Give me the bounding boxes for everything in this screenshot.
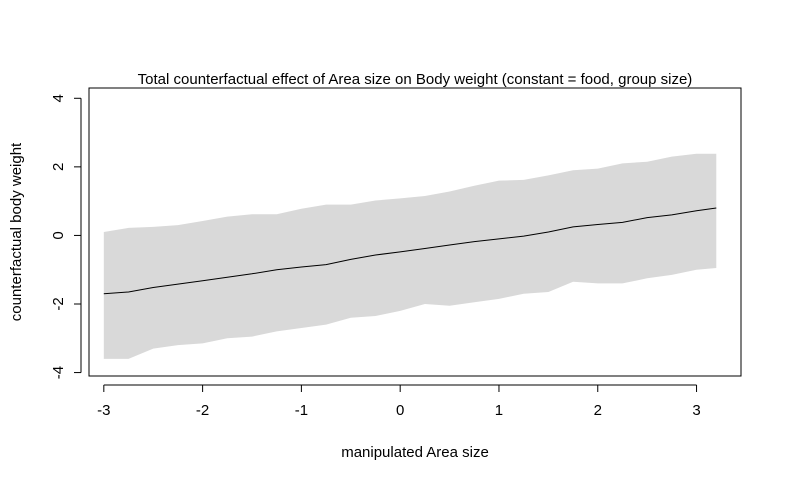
y-axis: -4 -2 0 2 4 [50, 94, 82, 379]
x-tick-label: -1 [295, 402, 308, 419]
x-tick-label: 0 [396, 402, 404, 419]
chart-title: Total counterfactual effect of Area size… [138, 71, 693, 88]
credible-interval-band [103, 153, 717, 359]
y-tick-label: -2 [50, 297, 67, 310]
y-tick-label: 2 [50, 163, 67, 171]
y-tick-label: -4 [50, 366, 67, 379]
x-tick-label: 2 [594, 402, 602, 419]
x-tick-label: -3 [97, 402, 110, 419]
x-tick-label: 3 [692, 402, 700, 419]
y-axis-label: counterfactual body weight [8, 142, 25, 321]
y-tick-label: 0 [50, 231, 67, 239]
x-tick-label: -2 [196, 402, 209, 419]
plot-frame [88, 87, 742, 377]
y-tick-label: 4 [50, 94, 67, 102]
credible-interval-band-layer [103, 153, 717, 359]
mean-line-layer [103, 207, 717, 295]
x-axis: -3 -2 -1 0 1 2 3 [97, 384, 701, 419]
mean-line [103, 207, 717, 295]
x-tick-label: 1 [495, 402, 503, 419]
x-axis-label: manipulated Area size [341, 444, 489, 461]
